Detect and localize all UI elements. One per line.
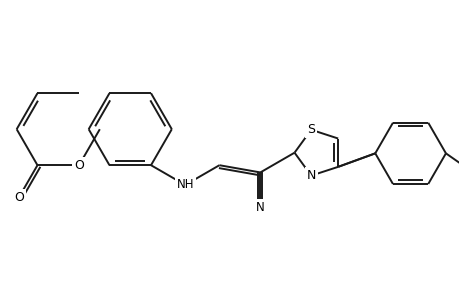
Text: O: O [14, 191, 24, 204]
Text: N: N [255, 201, 264, 214]
Text: N: N [306, 169, 315, 182]
Text: S: S [307, 123, 314, 136]
Text: O: O [74, 159, 84, 172]
Text: NH: NH [176, 178, 194, 191]
